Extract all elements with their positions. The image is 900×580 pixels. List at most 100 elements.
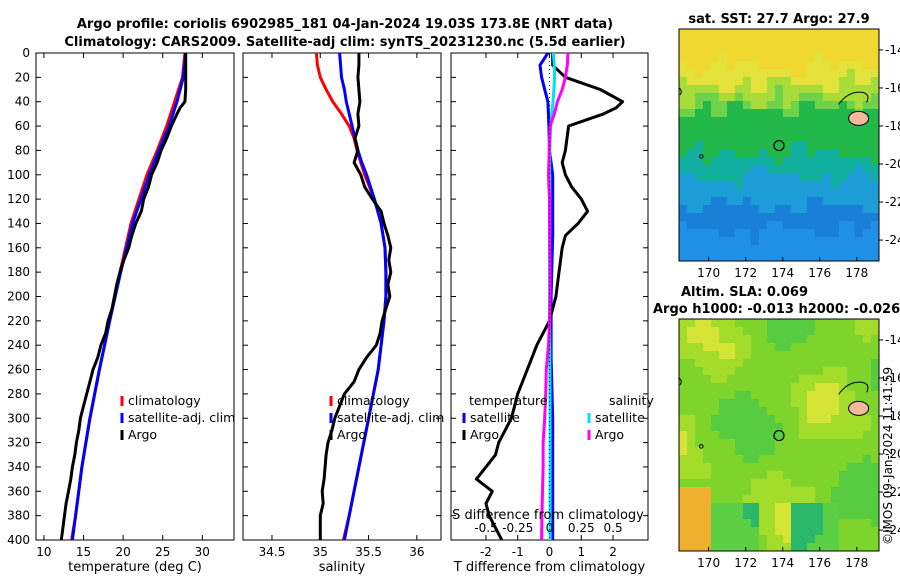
sla_map-cell xyxy=(863,487,872,496)
sla_map-cell xyxy=(719,383,728,392)
sla_map-cell xyxy=(735,327,744,336)
sst_map-cell xyxy=(695,133,704,142)
sla_map-cell xyxy=(847,343,856,352)
sla_map-cell xyxy=(783,327,792,336)
sst_map-cell xyxy=(871,45,879,54)
coastline-west xyxy=(679,377,682,386)
sla_map-cell xyxy=(783,375,792,384)
sla_map-cell xyxy=(839,511,848,520)
sla_map-cell xyxy=(759,535,768,544)
sla_map-cell xyxy=(703,487,712,496)
sla_map-cell xyxy=(863,399,872,408)
sst_map-cell xyxy=(775,69,784,78)
sla_map-cell xyxy=(703,327,712,336)
sst_map-cell xyxy=(703,221,712,230)
sla_map-cell xyxy=(703,503,712,512)
sst_map-cell xyxy=(719,61,728,70)
sla_map-cell xyxy=(759,431,768,440)
sla_map-cell xyxy=(695,527,704,536)
sla_map-cell xyxy=(711,407,720,416)
sla_map-cell xyxy=(751,503,760,512)
temp-xtick-label: 20 xyxy=(115,545,130,559)
sla_map-cell xyxy=(687,391,696,400)
sst_map-cell xyxy=(711,205,720,214)
sst_map-cell xyxy=(735,85,744,94)
sla_map-map-area xyxy=(679,319,879,551)
sst_map-cell xyxy=(743,109,752,118)
sla_map-cell xyxy=(751,527,760,536)
sla_map-cell xyxy=(847,479,856,488)
sst_map-cell xyxy=(767,173,776,182)
sla_map-cell xyxy=(679,495,688,504)
title-line-2: Climatology: CARS2009. Satellite-adj cli… xyxy=(64,35,625,50)
sla_map-cell xyxy=(751,383,760,392)
sla_map-cell xyxy=(743,543,752,551)
sla_map-cell xyxy=(767,359,776,368)
sst_map-cell xyxy=(687,85,696,94)
sla_map-cell xyxy=(815,431,824,440)
sla_map-cell xyxy=(695,487,704,496)
sst_map-cell xyxy=(807,165,816,174)
sst_map-cell xyxy=(799,157,808,166)
sst_map-cell xyxy=(695,125,704,134)
sla_map-cell xyxy=(791,495,800,504)
sla_map-cell xyxy=(831,471,840,480)
sla_map-cell xyxy=(719,447,728,456)
sst_map-cell xyxy=(855,29,864,38)
sst_map-cell xyxy=(743,221,752,230)
sst_map-cell xyxy=(743,189,752,198)
sst_map-cell xyxy=(759,53,768,62)
sst_map-cell xyxy=(847,157,856,166)
sst_map-cell xyxy=(775,93,784,102)
sla_map-cell xyxy=(679,407,688,416)
sst_map-cell xyxy=(863,157,872,166)
sst_map-cell xyxy=(831,197,840,206)
sla_map-cell xyxy=(743,431,752,440)
sst_map-cell xyxy=(823,181,832,190)
sla_map-ytick-label: -24 xyxy=(885,523,900,537)
sla_map-cell xyxy=(863,359,872,368)
sla_map-cell xyxy=(823,519,832,528)
sst_map-cell xyxy=(799,149,808,158)
sst_map-cell xyxy=(767,141,776,150)
sst_map-cell xyxy=(807,101,816,110)
sst_map-cell xyxy=(775,181,784,190)
sla_map-cell xyxy=(823,535,832,544)
sst_map-cell xyxy=(703,157,712,166)
sst_map-cell xyxy=(871,93,879,102)
sst_map-cell xyxy=(695,205,704,214)
sst_map-cell xyxy=(743,229,752,238)
sla_map-cell xyxy=(751,391,760,400)
sla_map-cell xyxy=(703,359,712,368)
sst_map-cell xyxy=(855,69,864,78)
sst_map-cell xyxy=(687,181,696,190)
sst_map-cell xyxy=(695,61,704,70)
sla_map-cell xyxy=(799,343,808,352)
sst_map-cell xyxy=(839,125,848,134)
sla_map-cell xyxy=(743,535,752,544)
sst_map-cell xyxy=(855,181,864,190)
sst_map-cell xyxy=(743,213,752,222)
sst_map-cell xyxy=(815,189,824,198)
sst_map-cell xyxy=(799,69,808,78)
sla_map-cell xyxy=(791,319,800,328)
sst_map-cell xyxy=(823,77,832,86)
sla_map-cell xyxy=(679,383,688,392)
sla_map-cell xyxy=(847,415,856,424)
sla_map-cell xyxy=(767,495,776,504)
sst_map-cell xyxy=(679,45,688,54)
sst_map-cell xyxy=(871,189,879,198)
sst_map-cell xyxy=(807,245,816,254)
sla_map-cell xyxy=(735,535,744,544)
sst_map-cell xyxy=(727,213,736,222)
sst_map-cell xyxy=(831,69,840,78)
sla_map-cell xyxy=(871,407,879,416)
sla_map-cell xyxy=(735,359,744,368)
sla_map-cell xyxy=(791,327,800,336)
sst_map-cell xyxy=(767,93,776,102)
sla_map-cell xyxy=(863,447,872,456)
sst_map-cell xyxy=(807,141,816,150)
sla_map-cell xyxy=(807,535,816,544)
sst_map-cell xyxy=(823,205,832,214)
sla_map-cell xyxy=(815,519,824,528)
